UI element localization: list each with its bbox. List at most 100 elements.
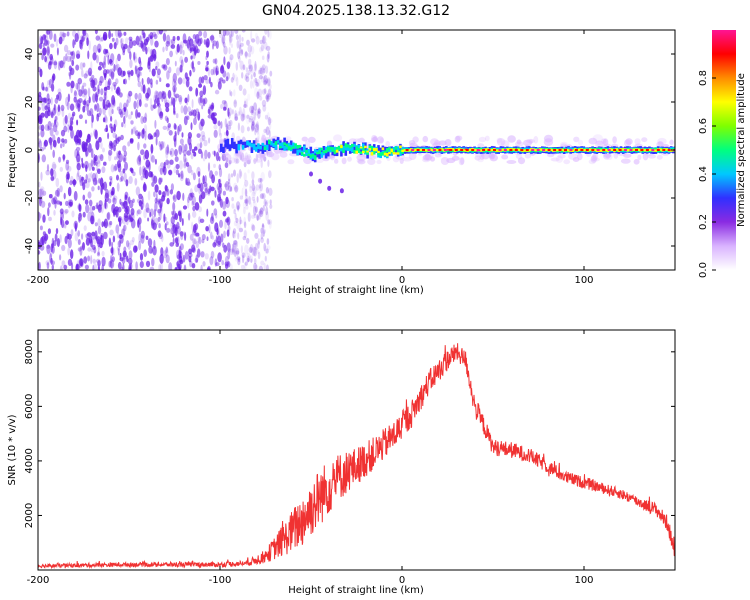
noise-speckle	[172, 85, 177, 93]
noise-speckle	[53, 61, 58, 66]
signal-track-cell	[254, 146, 258, 152]
noise-speckle	[199, 218, 205, 223]
noise-speckle	[233, 169, 236, 177]
noise-speckle	[130, 69, 134, 77]
noise-speckle	[238, 110, 243, 117]
noise-speckle	[201, 134, 206, 141]
noise-speckle	[155, 61, 160, 68]
noise-speckle	[129, 138, 134, 144]
noise-speckle	[117, 240, 121, 248]
signal-halo	[479, 152, 485, 160]
noise-speckle	[87, 172, 92, 183]
noise-speckle	[261, 64, 266, 70]
noise-speckle	[48, 78, 52, 89]
noise-speckle	[82, 105, 86, 113]
noise-speckle	[189, 233, 194, 241]
noise-speckle	[114, 163, 118, 171]
noise-speckle	[243, 221, 247, 229]
noise-speckle	[247, 255, 250, 263]
noise-speckle	[137, 112, 141, 118]
snr-series-line	[38, 343, 675, 570]
noise-speckle	[253, 246, 258, 257]
noise-speckle	[163, 64, 168, 71]
noise-speckle	[97, 65, 102, 71]
noise-speckle	[184, 56, 189, 63]
noise-speckle	[258, 265, 263, 270]
noise-speckle	[186, 150, 191, 156]
signal-halo	[555, 155, 564, 163]
signal-halo	[550, 157, 560, 162]
noise-speckle	[119, 257, 124, 262]
noise-speckle	[81, 161, 84, 168]
noise-speckle	[179, 160, 183, 170]
noise-speckle	[174, 81, 177, 86]
signal-halo	[359, 137, 365, 143]
noise-speckle	[148, 133, 151, 140]
noise-speckle	[101, 166, 106, 174]
noise-speckle	[84, 90, 87, 100]
noise-speckle	[125, 179, 129, 187]
noise-speckle	[140, 84, 145, 92]
noise-speckle	[121, 43, 125, 50]
noise-speckle	[139, 60, 142, 67]
noise-speckle	[177, 125, 180, 136]
noise-speckle	[174, 267, 178, 270]
signal-track-cell	[276, 140, 280, 144]
noise-speckle	[103, 93, 108, 101]
noise-speckle	[233, 101, 238, 107]
noise-speckle	[56, 187, 61, 198]
noise-speckle	[225, 130, 229, 137]
noise-speckle	[243, 162, 247, 168]
noise-speckle	[234, 116, 239, 121]
noise-speckle	[170, 44, 176, 49]
noise-speckle	[210, 68, 215, 76]
noise-speckle	[163, 63, 167, 70]
noise-speckle	[166, 144, 170, 154]
noise-speckle	[79, 62, 84, 70]
signal-track-cell	[388, 147, 391, 150]
signal-track-cell	[392, 147, 396, 151]
trail-point	[339, 188, 344, 194]
noise-speckle	[203, 181, 208, 188]
noise-speckle	[137, 217, 142, 225]
noise-speckle	[110, 53, 115, 63]
noise-speckle	[221, 64, 224, 71]
noise-speckle	[215, 40, 219, 49]
signal-track-cell	[327, 147, 330, 152]
noise-speckle	[143, 124, 148, 134]
noise-speckle	[102, 106, 106, 115]
noise-speckle	[227, 121, 231, 126]
signal-halo	[316, 157, 324, 163]
noise-speckle	[197, 96, 202, 104]
noise-speckle	[76, 53, 81, 59]
noise-speckle	[76, 138, 80, 146]
noise-speckle	[115, 210, 118, 216]
noise-speckle	[214, 258, 218, 267]
signal-track-cell	[517, 148, 520, 151]
noise-speckle	[214, 190, 217, 198]
noise-speckle	[259, 66, 263, 72]
noise-speckle	[60, 104, 65, 112]
noise-speckle	[153, 175, 158, 184]
noise-speckle	[210, 250, 215, 259]
noise-speckle	[85, 70, 90, 77]
noise-speckle	[196, 143, 201, 151]
noise-speckle	[169, 147, 175, 157]
noise-speckle	[55, 228, 59, 235]
signal-halo	[438, 140, 447, 146]
noise-speckle	[268, 170, 272, 179]
signal-track-cell	[279, 142, 282, 149]
signal-peak-cell	[422, 149, 425, 151]
noise-speckle	[173, 87, 176, 97]
noise-speckle	[97, 266, 100, 270]
noise-speckle	[91, 244, 96, 250]
noise-speckle	[230, 77, 234, 83]
signal-track-cell	[506, 148, 509, 151]
noise-speckle	[183, 149, 187, 157]
noise-speckle	[246, 258, 250, 263]
noise-speckle	[217, 185, 223, 195]
noise-speckle	[107, 132, 110, 140]
signal-track-cell	[414, 148, 417, 152]
noise-speckle	[211, 200, 215, 206]
signal-halo	[241, 155, 250, 162]
